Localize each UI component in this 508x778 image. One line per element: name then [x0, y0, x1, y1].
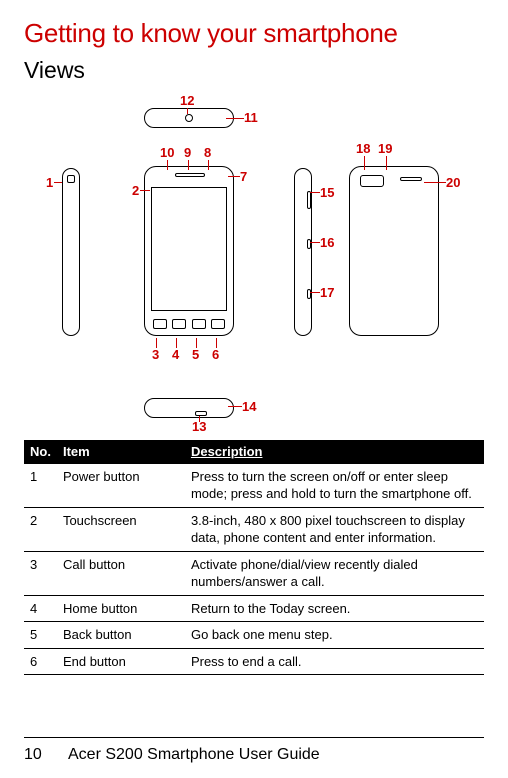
callout-1: 1 — [46, 176, 53, 189]
callout-3: 3 — [152, 348, 159, 361]
table-cell-no: 1 — [24, 464, 57, 508]
table-row: 4Home buttonReturn to the Today screen. — [24, 595, 484, 622]
callout-12: 12 — [180, 94, 194, 107]
table-row: 1Power buttonPress to turn the screen on… — [24, 464, 484, 508]
table-row: 3Call buttonActivate phone/dial/view rec… — [24, 551, 484, 595]
callout-11: 11 — [244, 111, 258, 124]
callout-19: 19 — [378, 142, 392, 155]
phone-top-view — [144, 108, 234, 128]
callout-10: 10 — [160, 146, 174, 159]
callout-15: 15 — [320, 186, 334, 199]
col-item: Item — [57, 440, 185, 464]
table-cell-item: Home button — [57, 595, 185, 622]
phone-back-view — [349, 166, 439, 336]
table-cell-desc: 3.8-inch, 480 x 800 pixel touchscreen to… — [185, 507, 484, 551]
table-cell-item: End button — [57, 648, 185, 675]
views-diagram: 1 12 11 10 9 8 7 2 3 4 5 6 15 16 17 — [24, 98, 484, 428]
phone-side-left — [62, 168, 80, 336]
table-row: 6End buttonPress to end a call. — [24, 648, 484, 675]
callout-17: 17 — [320, 286, 334, 299]
callout-16: 16 — [320, 236, 334, 249]
table-cell-desc: Return to the Today screen. — [185, 595, 484, 622]
table-cell-desc: Activate phone/dial/view recently dialed… — [185, 551, 484, 595]
table-cell-no: 6 — [24, 648, 57, 675]
callout-14: 14 — [242, 400, 256, 413]
table-cell-item: Touchscreen — [57, 507, 185, 551]
callout-9: 9 — [184, 146, 191, 159]
callout-6: 6 — [212, 348, 219, 361]
table-row: 5Back buttonGo back one menu step. — [24, 622, 484, 649]
callout-8: 8 — [204, 146, 211, 159]
parts-table: No. Item Description 1Power buttonPress … — [24, 440, 484, 675]
page-title: Getting to know your smartphone — [24, 18, 484, 49]
phone-bottom-view — [144, 398, 234, 418]
phone-front-view — [144, 166, 234, 336]
callout-5: 5 — [192, 348, 199, 361]
col-no: No. — [24, 440, 57, 464]
page-footer: 10 Acer S200 Smartphone User Guide — [24, 737, 484, 764]
table-cell-no: 4 — [24, 595, 57, 622]
callout-2: 2 — [132, 184, 139, 197]
table-cell-item: Power button — [57, 464, 185, 508]
table-cell-no: 3 — [24, 551, 57, 595]
table-cell-desc: Press to turn the screen on/off or enter… — [185, 464, 484, 508]
callout-7: 7 — [240, 170, 247, 183]
table-cell-item: Call button — [57, 551, 185, 595]
callout-18: 18 — [356, 142, 370, 155]
table-cell-no: 2 — [24, 507, 57, 551]
callout-4: 4 — [172, 348, 179, 361]
footer-text: Acer S200 Smartphone User Guide — [68, 746, 320, 764]
section-heading: Views — [24, 57, 484, 84]
col-desc: Description — [185, 440, 484, 464]
table-cell-no: 5 — [24, 622, 57, 649]
table-row: 2Touchscreen3.8-inch, 480 x 800 pixel to… — [24, 507, 484, 551]
phone-side-right — [294, 168, 312, 336]
callout-20: 20 — [446, 176, 460, 189]
page-number: 10 — [24, 746, 48, 764]
table-cell-desc: Go back one menu step. — [185, 622, 484, 649]
table-cell-item: Back button — [57, 622, 185, 649]
table-cell-desc: Press to end a call. — [185, 648, 484, 675]
